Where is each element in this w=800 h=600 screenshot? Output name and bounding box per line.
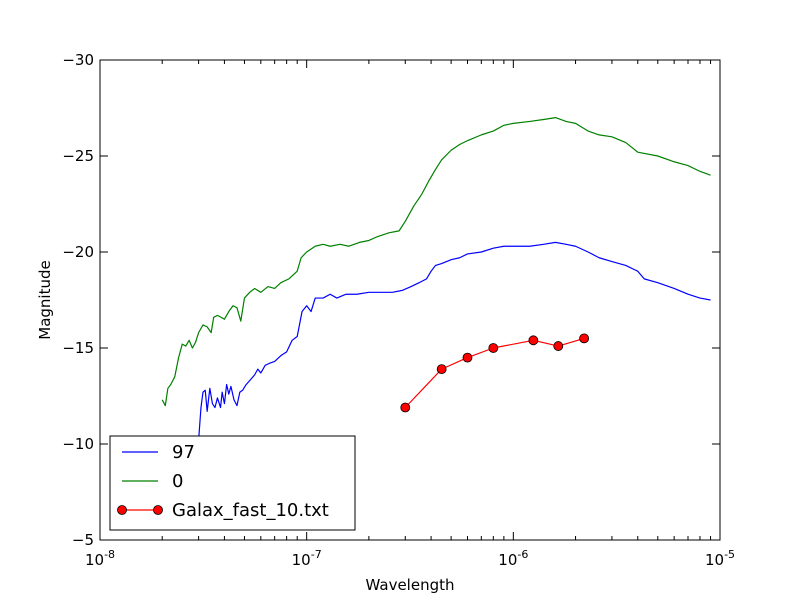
legend-marker-swatch	[117, 505, 127, 515]
data-point-1	[400, 402, 411, 413]
y-axis-label: Magnitude	[36, 260, 54, 339]
data-point-4	[488, 343, 499, 353]
y-tick-label: −30	[62, 51, 94, 69]
y-tick-label: −25	[62, 147, 94, 165]
plot-frame	[99, 59, 721, 541]
series-line-2	[161, 116, 711, 407]
y-tick-label: −20	[62, 243, 94, 261]
y-tick-label: −10	[62, 435, 94, 453]
series-line-1	[187, 241, 711, 491]
series-layer	[161, 116, 711, 491]
y-tick-label: −5	[72, 531, 94, 549]
legend-entry-3: Galax_fast_10.txt	[117, 500, 329, 521]
legend: 97 0 Galax_fast_10.txt	[109, 435, 356, 531]
legend-entry-2: 0	[122, 471, 183, 492]
data-point-5	[528, 335, 539, 346]
legend-label: 0	[172, 471, 183, 492]
data-point-7	[579, 333, 589, 344]
series-1	[187, 241, 711, 491]
data-point-6	[553, 341, 564, 351]
series-2	[161, 116, 711, 407]
series-3	[400, 333, 589, 413]
legend-marker-swatch	[153, 505, 163, 515]
legend-entries: 97 0 Galax_fast_10.txt	[117, 442, 329, 521]
data-point-3	[462, 352, 473, 363]
legend-entry-1: 97	[122, 442, 195, 463]
legend-label: Galax_fast_10.txt	[172, 500, 329, 521]
x-axis-label: Wavelength	[366, 576, 455, 594]
data-point-2	[436, 364, 447, 375]
y-tick-label: −15	[62, 339, 94, 357]
legend-label: 97	[172, 442, 195, 463]
